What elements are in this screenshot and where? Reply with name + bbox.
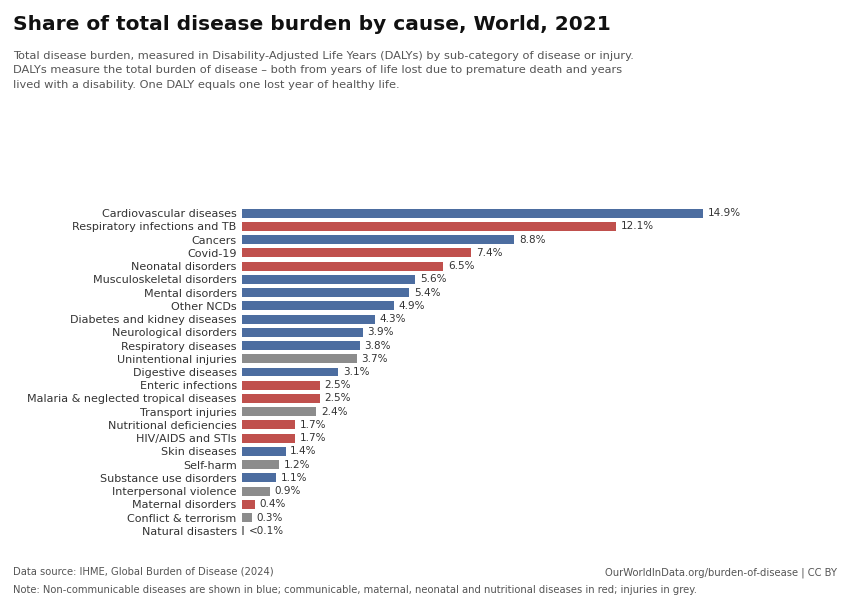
Text: 1.1%: 1.1%: [280, 473, 308, 483]
Bar: [242, 381, 320, 390]
Text: 2.4%: 2.4%: [321, 407, 348, 416]
Text: 12.1%: 12.1%: [620, 221, 654, 232]
Text: 3.8%: 3.8%: [365, 341, 391, 350]
Bar: [242, 262, 443, 271]
Bar: [242, 354, 357, 363]
Bar: [242, 460, 280, 469]
Text: 7.4%: 7.4%: [476, 248, 502, 258]
Bar: [242, 341, 360, 350]
Text: 3.7%: 3.7%: [361, 354, 388, 364]
Text: 3.9%: 3.9%: [367, 328, 394, 337]
Bar: [242, 222, 616, 231]
Text: 2.5%: 2.5%: [324, 394, 351, 403]
Bar: [242, 288, 409, 297]
Text: Share of total disease burden by cause, World, 2021: Share of total disease burden by cause, …: [13, 15, 610, 34]
Bar: [242, 275, 416, 284]
Bar: [242, 209, 703, 218]
Bar: [242, 447, 286, 456]
Bar: [242, 513, 252, 522]
Text: in Data: in Data: [746, 34, 790, 44]
Bar: [242, 235, 514, 244]
Bar: [242, 487, 270, 496]
Text: 0.9%: 0.9%: [275, 486, 301, 496]
Text: 5.4%: 5.4%: [414, 287, 440, 298]
Text: 4.9%: 4.9%: [399, 301, 425, 311]
Text: 1.2%: 1.2%: [284, 460, 310, 470]
Bar: [242, 434, 295, 443]
Bar: [242, 473, 276, 482]
Text: 3.1%: 3.1%: [343, 367, 369, 377]
Text: <0.1%: <0.1%: [248, 526, 284, 536]
Bar: [242, 394, 320, 403]
Bar: [242, 248, 471, 257]
Text: 8.8%: 8.8%: [518, 235, 546, 245]
Text: 1.7%: 1.7%: [299, 420, 326, 430]
Bar: [242, 328, 363, 337]
Text: 1.4%: 1.4%: [290, 446, 317, 457]
Text: Total disease burden, measured in Disability-Adjusted Life Years (DALYs) by sub-: Total disease burden, measured in Disabi…: [13, 51, 633, 90]
Text: 0.3%: 0.3%: [256, 512, 282, 523]
Text: 14.9%: 14.9%: [707, 208, 740, 218]
Text: 2.5%: 2.5%: [324, 380, 351, 390]
Bar: [242, 301, 394, 310]
Bar: [242, 314, 375, 323]
Bar: [242, 368, 338, 376]
Bar: [242, 500, 255, 509]
Text: Data source: IHME, Global Burden of Disease (2024): Data source: IHME, Global Burden of Dise…: [13, 567, 274, 577]
Text: Note: Non-communicable diseases are shown in blue; communicable, maternal, neona: Note: Non-communicable diseases are show…: [13, 585, 697, 595]
Text: 1.7%: 1.7%: [299, 433, 326, 443]
Text: OurWorldInData.org/burden-of-disease | CC BY: OurWorldInData.org/burden-of-disease | C…: [605, 567, 837, 577]
Text: 4.3%: 4.3%: [380, 314, 406, 324]
Bar: [242, 421, 295, 430]
Text: 5.6%: 5.6%: [420, 274, 446, 284]
Text: Our World: Our World: [737, 17, 800, 27]
Bar: [242, 407, 316, 416]
Bar: [242, 526, 244, 535]
Text: 6.5%: 6.5%: [448, 261, 474, 271]
Text: 0.4%: 0.4%: [259, 499, 286, 509]
